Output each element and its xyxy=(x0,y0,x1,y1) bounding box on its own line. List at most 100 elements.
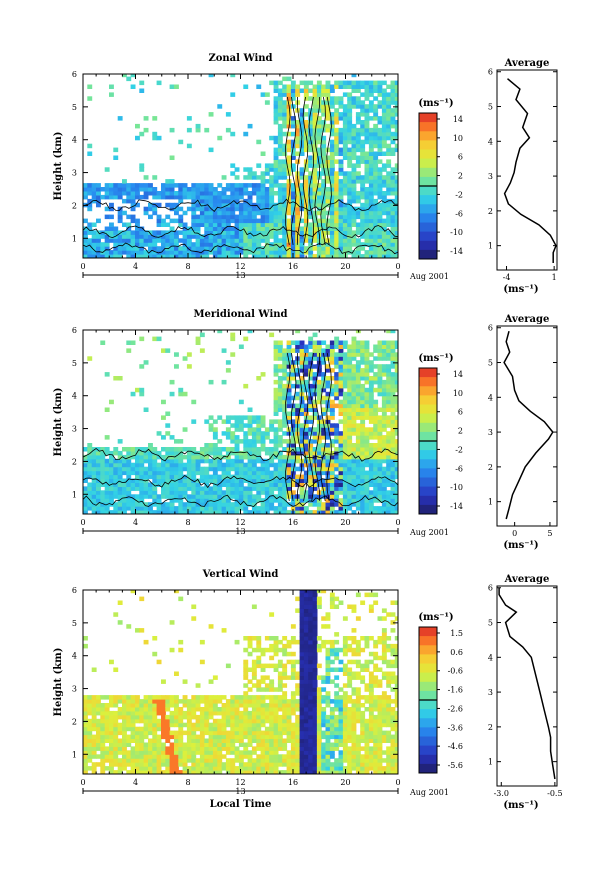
heat-cell xyxy=(264,710,270,716)
heat-cell xyxy=(360,143,366,149)
heat-cell xyxy=(290,502,296,507)
heat-cell xyxy=(355,139,361,145)
heat-cell xyxy=(368,498,374,503)
heat-cell xyxy=(143,407,149,412)
heat-cell xyxy=(390,183,396,188)
heat-cell xyxy=(256,486,262,491)
heat-cell xyxy=(355,120,361,125)
heat-cell xyxy=(342,415,348,420)
heat-cell xyxy=(312,96,318,101)
heat-cell xyxy=(256,218,262,224)
heat-cell xyxy=(161,510,166,514)
heat-cell xyxy=(368,431,374,436)
heat-cell xyxy=(161,699,166,704)
heat-cell xyxy=(264,738,270,743)
heat-cell xyxy=(290,226,296,231)
heat-cell xyxy=(368,143,374,149)
heat-cell xyxy=(204,506,210,511)
heat-cell xyxy=(169,191,175,196)
heat-cell xyxy=(104,758,110,763)
heat-cell xyxy=(135,222,140,227)
heat-cell xyxy=(91,246,97,251)
heat-cell xyxy=(286,96,292,101)
heat-cell xyxy=(368,462,374,468)
heat-cell xyxy=(377,127,383,133)
heat-cell xyxy=(286,470,292,476)
heat-cell xyxy=(295,139,301,145)
heat-cell xyxy=(368,92,374,97)
heat-cell xyxy=(117,183,123,188)
heat-cell xyxy=(377,187,383,192)
heat-cell xyxy=(139,762,145,767)
heat-cell xyxy=(286,100,292,105)
heat-cell xyxy=(329,218,335,224)
heat-cell xyxy=(329,151,335,156)
heat-cell xyxy=(390,340,396,345)
heat-cell xyxy=(156,710,162,716)
heat-cell xyxy=(126,187,132,192)
heat-cell xyxy=(83,746,88,751)
heat-cell xyxy=(217,415,223,420)
heat-cell xyxy=(182,454,188,460)
heat-cell xyxy=(325,383,331,389)
heat-cell xyxy=(182,191,188,196)
heat-cell xyxy=(273,498,279,503)
heat-cell xyxy=(117,458,123,464)
heat-cell xyxy=(130,506,136,511)
heat-cell xyxy=(191,198,197,204)
heat-cell xyxy=(139,470,145,476)
heat-cell xyxy=(273,135,279,141)
heat-cell xyxy=(109,498,114,503)
heat-cell xyxy=(308,159,314,164)
heat-cell xyxy=(351,498,357,503)
heat-cell xyxy=(143,695,149,700)
heat-cell xyxy=(199,246,205,251)
heat-cell xyxy=(174,746,179,751)
heat-cell xyxy=(338,179,344,184)
heat-cell xyxy=(109,458,114,464)
heat-cell xyxy=(230,714,236,720)
heat-cell xyxy=(351,88,357,93)
heat-cell xyxy=(282,360,288,365)
heat-cell xyxy=(303,490,309,495)
heat-cell xyxy=(251,636,257,641)
heat-cell xyxy=(247,667,253,672)
heat-cell xyxy=(247,699,253,704)
heat-cell xyxy=(373,116,379,121)
heat-cell xyxy=(195,194,201,200)
heat-cell xyxy=(260,718,266,724)
heat-cell xyxy=(186,364,192,369)
heat-cell xyxy=(269,167,275,172)
heat-cell xyxy=(100,734,106,740)
heat-cell xyxy=(83,750,88,755)
heat-cell xyxy=(212,234,218,239)
heat-cell xyxy=(191,470,197,476)
heat-cell xyxy=(91,458,97,464)
heat-cell xyxy=(169,187,175,192)
heat-cell xyxy=(230,490,236,495)
heat-cell xyxy=(100,450,106,456)
heat-cell xyxy=(148,443,153,448)
heat-cell xyxy=(381,246,387,251)
heat-cell xyxy=(381,194,387,200)
heat-cell xyxy=(208,754,214,759)
heat-cell xyxy=(264,92,270,97)
heat-cell xyxy=(225,218,231,224)
heat-cell xyxy=(351,74,357,78)
heat-cell xyxy=(381,458,387,464)
heat-cell xyxy=(394,387,398,393)
heat-cell xyxy=(130,194,136,200)
heat-cell xyxy=(394,415,398,420)
heat-cell xyxy=(225,498,231,503)
heat-cell xyxy=(299,506,305,511)
heat-cell xyxy=(199,191,205,196)
heat-cell xyxy=(273,391,279,397)
heat-cell xyxy=(377,494,383,499)
heat-cell xyxy=(386,352,392,357)
heat-cell xyxy=(316,348,322,353)
heat-cell xyxy=(290,411,296,416)
heat-cell xyxy=(295,330,301,334)
heat-cell xyxy=(256,210,262,216)
heat-cell xyxy=(286,439,292,444)
heat-cell xyxy=(126,478,132,483)
